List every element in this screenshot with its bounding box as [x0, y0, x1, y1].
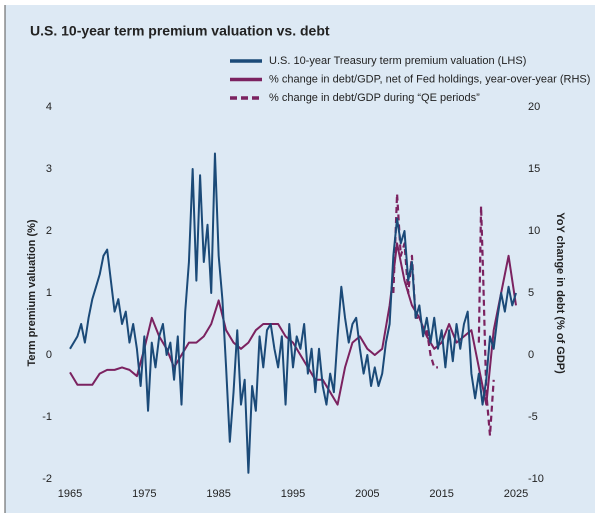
x-tick-label: 1965	[58, 488, 82, 500]
series-line	[69, 152, 517, 474]
legend-label: U.S. 10-year Treasury term premium valua…	[269, 55, 526, 67]
x-tick-label: 2025	[504, 488, 528, 500]
y-tick-label: 3	[46, 163, 52, 175]
y2-axis-label: YoY change in debt (% of GDP)	[554, 212, 566, 374]
chart-title: U.S. 10-year term premium valuation vs. …	[30, 23, 330, 39]
y2-tick-label: -10	[528, 473, 544, 485]
y-tick-label: -1	[42, 411, 52, 423]
x-tick-label: 2005	[355, 488, 379, 500]
y-tick-label: 1	[46, 287, 52, 299]
x-tick-label: 2015	[429, 488, 453, 500]
x-tick-label: 1995	[281, 488, 305, 500]
y2-tick-label: 0	[528, 349, 534, 361]
y-tick-label: 2	[46, 225, 52, 237]
y2-tick-label: 20	[528, 101, 540, 113]
y2-tick-label: -5	[528, 411, 538, 423]
y2-tick-label: 5	[528, 287, 534, 299]
y-axis-label: Term premium valuation (%)	[26, 219, 38, 366]
legend-label: % change in debt/GDP during “QE periods”	[269, 92, 480, 104]
y-tick-label: -2	[42, 473, 52, 485]
y-tick-label: 4	[46, 101, 52, 113]
x-tick-label: 1985	[206, 488, 230, 500]
legend-label: % change in debt/GDP, net of Fed holding…	[269, 73, 590, 85]
y2-tick-label: 15	[528, 163, 540, 175]
x-tick-label: 1975	[132, 488, 156, 500]
y-tick-label: 0	[46, 349, 52, 361]
y2-tick-label: 10	[528, 225, 540, 237]
